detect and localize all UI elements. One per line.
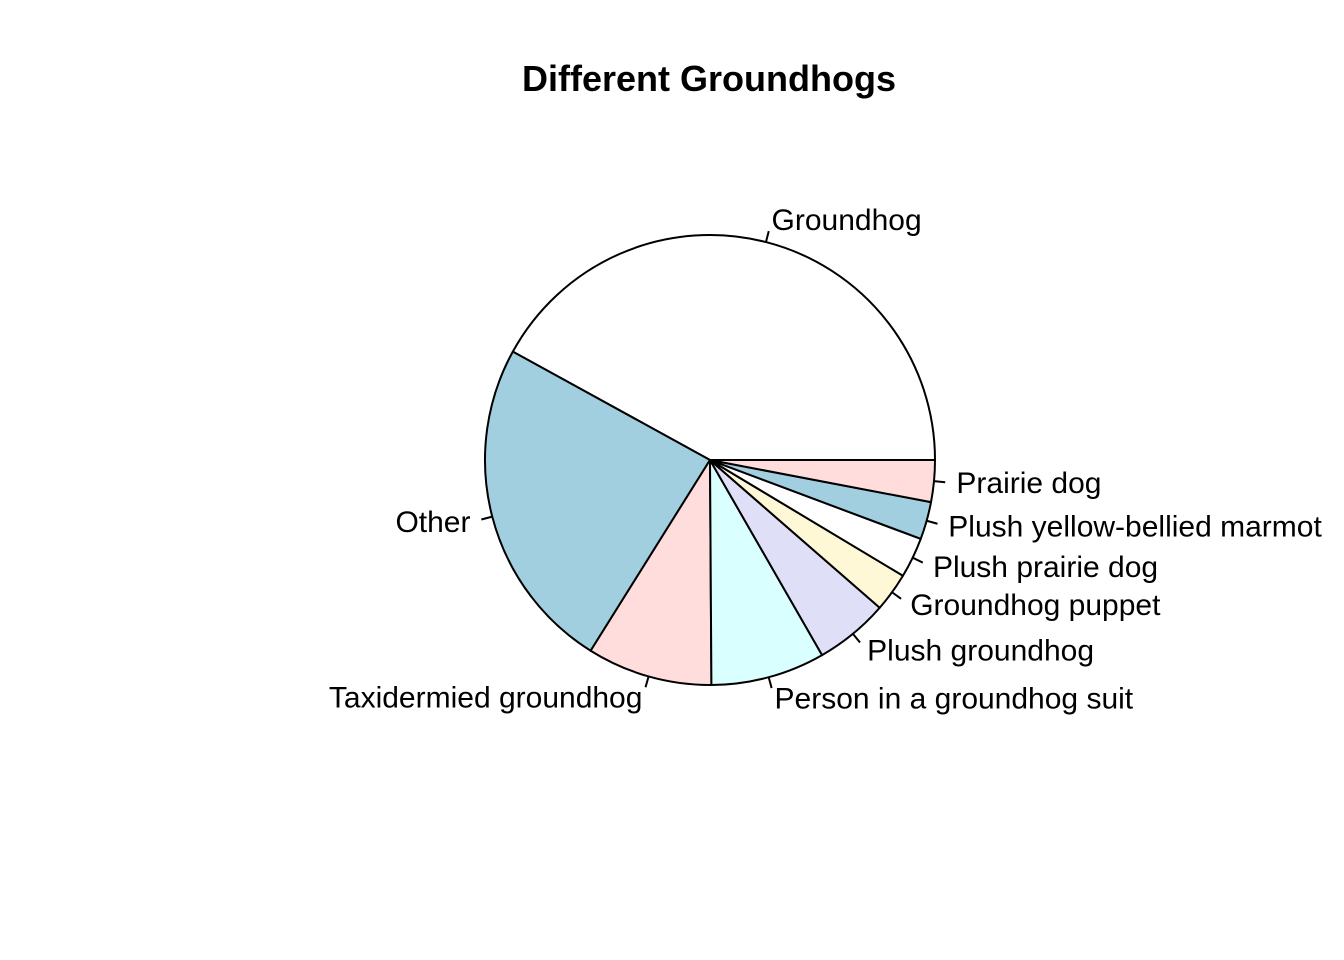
pie-label-groundhog-puppet: Groundhog puppet: [910, 589, 1161, 622]
pie-slice-prairie-dog: [709, 459, 936, 504]
pie-label-plush-groundhog: Plush groundhog: [867, 635, 1094, 668]
pie-label-taxidermied-groundhog: Taxidermied groundhog: [329, 682, 643, 715]
pie-label-tick-groundhog: [764, 230, 770, 243]
pie-label-plush-prairie-dog: Plush prairie dog: [933, 551, 1158, 584]
pie-label-tick-taxidermied-groundhog: [644, 676, 650, 688]
pie-label-groundhog: Groundhog: [772, 204, 922, 237]
pie-label-tick-groundhog-puppet: [891, 591, 902, 600]
pie-label-person-in-a-groundhog-suit: Person in a groundhog suit: [775, 682, 1134, 715]
chart-title: Different Groundhogs: [522, 58, 896, 99]
pie-slice-groundhog: [511, 234, 936, 461]
pie-label-prairie-dog: Prairie dog: [956, 467, 1101, 500]
pie-label-tick-plush-groundhog: [852, 633, 861, 644]
pie-label-tick-prairie-dog: [933, 480, 946, 484]
pie-label-tick-person-in-a-groundhog-suit: [767, 676, 773, 689]
pie-label-plush-yellow-bellied-marmot: Plush yellow-bellied marmot: [948, 510, 1322, 543]
pie-slice-taxidermied-groundhog: [589, 459, 713, 687]
pie-label-other: Other: [395, 506, 470, 539]
pie-label-tick-plush-yellow-bellied-marmot: [926, 519, 938, 525]
pie-label-tick-other: [481, 515, 493, 521]
pie-label-tick-plush-prairie-dog: [912, 556, 924, 564]
